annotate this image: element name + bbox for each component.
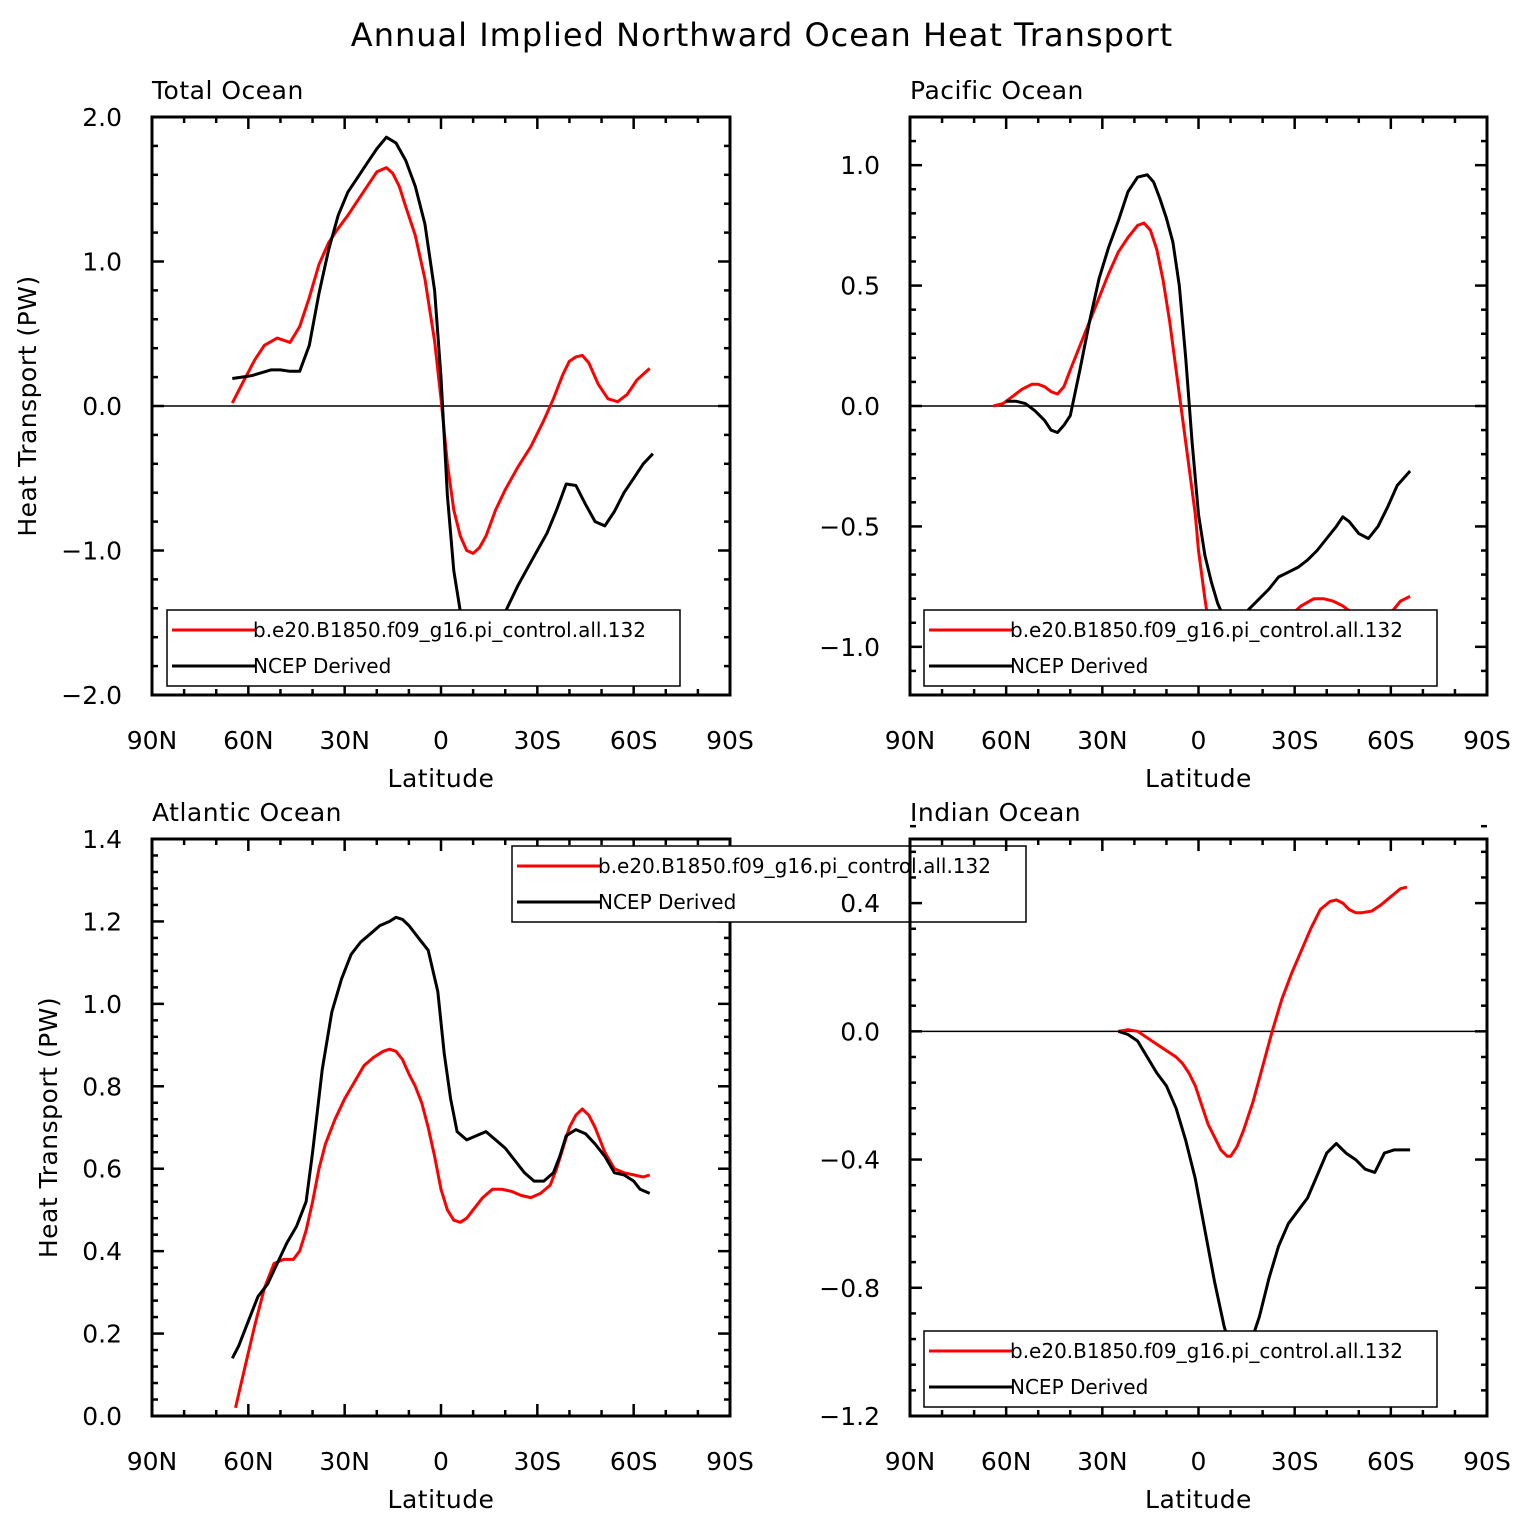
x-tick-label: 90N: [885, 1447, 936, 1476]
series-line-ncep: [230, 915, 651, 1359]
x-axis-label: Latitude: [1145, 764, 1252, 793]
y-tick-label: 1.4: [82, 825, 122, 854]
x-tick-label: 0: [433, 1447, 449, 1476]
legend-label-model: b.e20.B1850.f09_g16.pi_control.all.132: [1010, 618, 1403, 642]
panel-title: Total Ocean: [151, 76, 304, 105]
legend-box: [923, 609, 1438, 687]
x-tick-label: 30N: [319, 726, 370, 755]
x-tick-label: 60S: [1367, 726, 1415, 755]
y-tick-label: 1.0: [82, 990, 122, 1019]
y-tick-label: 0.0: [840, 1017, 880, 1046]
panel-total-ocean: Total Ocean 90N 60N 30N 0 30S 60S 90S −2.0 −1.0 0.…: [13, 76, 754, 793]
x-tick-label: 60S: [610, 1447, 658, 1476]
y-tick-label: 0.0: [82, 392, 122, 421]
plot-frame: [908, 837, 1489, 1418]
x-tick-label: 90N: [127, 726, 178, 755]
x-tick-label: 30S: [513, 726, 561, 755]
x-tick-label: 30S: [1271, 1447, 1319, 1476]
legend-label-model: b.e20.B1850.f09_g16.pi_control.all.132: [598, 854, 991, 878]
x-tick-label: 90N: [127, 1447, 178, 1476]
x-axis-label: Latitude: [1145, 1485, 1252, 1514]
panel-title: Indian Ocean: [910, 798, 1081, 827]
x-tick-label: 30N: [319, 1447, 370, 1476]
y-tick-label: 0.4: [840, 889, 880, 918]
legend-label-ncep: NCEP Derived: [253, 654, 391, 678]
series-line-model: [234, 1047, 651, 1409]
legend-label-ncep: NCEP Derived: [598, 890, 736, 914]
x-tick-label: 90S: [1463, 1447, 1511, 1476]
y-tick-label: 0.5: [840, 272, 880, 301]
x-tick-label: 90S: [706, 1447, 754, 1476]
legend-label-ncep: NCEP Derived: [1010, 654, 1148, 678]
series-line-ncep: [1006, 173, 1412, 630]
series-line-ncep: [232, 135, 654, 649]
x-tick-label: 0: [1191, 726, 1207, 755]
figure-title: Annual Implied Northward Ocean Heat Tran…: [351, 16, 1173, 54]
y-tick-label: 2.0: [82, 103, 122, 132]
x-tick-label: 30S: [513, 1447, 561, 1476]
x-tick-label: 30S: [1271, 726, 1319, 755]
y-tick-label: −1.0: [61, 537, 122, 566]
x-tick-label: 0: [1191, 1447, 1207, 1476]
x-tick-label: 60N: [223, 1447, 274, 1476]
panel-indian-ocean: Indian Ocean 90N 60N 30N 0 30S 60S 90S −1.2 −0.8 −…: [819, 798, 1511, 1514]
y-axis-label: Heat Transport (PW): [13, 275, 42, 536]
y-tick-label: −1.0: [819, 633, 880, 662]
x-tick-label: 60S: [610, 726, 658, 755]
legend-box: [923, 1330, 1438, 1408]
legend-label-model: b.e20.B1850.f09_g16.pi_control.all.132: [253, 618, 646, 642]
y-tick-label: −1.2: [819, 1402, 880, 1431]
x-axis-label: Latitude: [388, 764, 495, 793]
y-tick-label: −2.0: [61, 681, 122, 710]
x-tick-label: 30N: [1077, 726, 1128, 755]
series-line-model: [992, 221, 1411, 678]
x-axis-label: Latitude: [388, 1485, 495, 1514]
legend-box: [166, 609, 681, 687]
y-tick-label: 0.2: [82, 1320, 122, 1349]
panel-title: Pacific Ocean: [910, 76, 1084, 105]
x-tick-label: 90S: [1463, 726, 1511, 755]
x-tick-label: 90S: [706, 726, 754, 755]
x-tick-label: 60S: [1367, 1447, 1415, 1476]
y-tick-label: 0.0: [840, 392, 880, 421]
panel-pacific-ocean: Pacific Ocean 90N 60N 30N 0 30S 60S 90S −1.0 −0.5…: [819, 76, 1511, 793]
legend-box: [511, 845, 1027, 923]
x-tick-label: 60N: [981, 1447, 1032, 1476]
series-line-model: [1118, 885, 1408, 1158]
x-tick-label: 60N: [223, 726, 274, 755]
x-tick-label: 30N: [1077, 1447, 1128, 1476]
y-tick-label: −0.5: [819, 512, 880, 541]
y-tick-label: 0.4: [82, 1237, 122, 1266]
y-tick-label: −0.8: [819, 1274, 880, 1303]
y-tick-label: 0.0: [82, 1402, 122, 1431]
x-tick-label: 0: [433, 726, 449, 755]
y-tick-label: 0.8: [82, 1072, 122, 1101]
legend-label-ncep: NCEP Derived: [1010, 1375, 1148, 1399]
x-tick-label: 60N: [981, 726, 1032, 755]
y-tick-label: 1.2: [82, 907, 122, 936]
x-tick-label: 90N: [885, 726, 936, 755]
y-tick-label: 1.0: [82, 248, 122, 277]
panel-atlantic-ocean: Atlantic Ocean 90N 60N 30N 0 30S 60S 90S 0.0 0.2 0…: [34, 798, 1027, 1514]
y-tick-label: 0.6: [82, 1155, 122, 1184]
panel-title: Atlantic Ocean: [152, 798, 342, 827]
series-line-model: [230, 166, 651, 555]
legend-label-model: b.e20.B1850.f09_g16.pi_control.all.132: [1010, 1339, 1403, 1363]
y-axis-label: Heat Transport (PW): [34, 997, 63, 1258]
y-tick-label: −0.4: [819, 1146, 880, 1175]
plot-frame: [150, 837, 732, 1418]
y-tick-label: 1.0: [840, 151, 880, 180]
series-line-ncep: [1117, 1029, 1411, 1367]
